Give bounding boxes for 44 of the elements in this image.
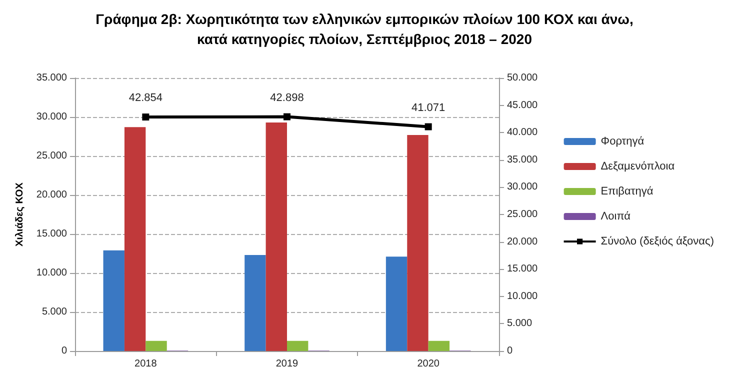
bar [124,127,146,351]
legend-label: Λοιπά [600,210,632,222]
y-tick-label: 35.000 [36,72,68,84]
y2-tick-label: 35.000 [507,154,538,166]
bar [146,340,167,351]
chart-title: Γράφημα 2β: Χωρητικότητα των ελληνικών εμπορικών πλοίων 100 ΚΟΧ και άνω, κατά κατηγορίες πλοίων, Σεπτέμβριος 2018 – 2020 [96,11,634,47]
y-tick-label: 25.000 [36,150,68,162]
y2-tick-label: 15.000 [507,264,538,275]
bar [386,256,408,351]
y-tick-label: 0 [61,346,68,356]
y2-tick-label: 5.000 [507,318,532,330]
y-tick-label: 20.000 [36,190,68,200]
y2-tick-label: 20.000 [507,236,538,248]
x-tick-label: 2019 [276,358,299,370]
legend-label: Φορτηγά [600,136,645,148]
point [424,123,432,130]
legend-label: Επιβατηγά [600,186,654,198]
y2-tick-label: 40.000 [507,127,538,138]
data-label: 42.854 [128,92,162,104]
y2-tick-label: 10.000 [507,290,538,302]
y-axis-title: Χιλιάδες ΚΟΧ [14,182,26,246]
x-tick-label: 2020 [417,358,440,370]
y2-tick-label: 50.000 [507,72,538,84]
y-tick-label: 5.000 [42,306,68,318]
legend-label: Δεξαμενόπλοια [600,160,676,172]
y-tick-label: 15.000 [36,228,68,240]
x-tick-label: 2018 [134,358,158,370]
bar [266,122,287,351]
legend-label: Σύνολο (δεξιός άξονας) [600,236,714,248]
y-tick-label: 10.000 [36,268,68,278]
point [284,113,290,120]
data-label: 41.071 [412,102,446,114]
bar [287,340,308,351]
y2-tick-label: 0 [507,346,513,356]
y-tick-label: 30.000 [36,112,68,122]
y2-tick-label: 25.000 [507,209,538,220]
bar [244,255,266,351]
point [142,114,150,121]
bar [103,250,124,351]
bar [428,340,450,351]
bar [407,134,428,351]
y2-tick-label: 30.000 [507,182,538,193]
data-label: 42.898 [270,92,304,104]
y2-tick-label: 45.000 [507,100,538,111]
